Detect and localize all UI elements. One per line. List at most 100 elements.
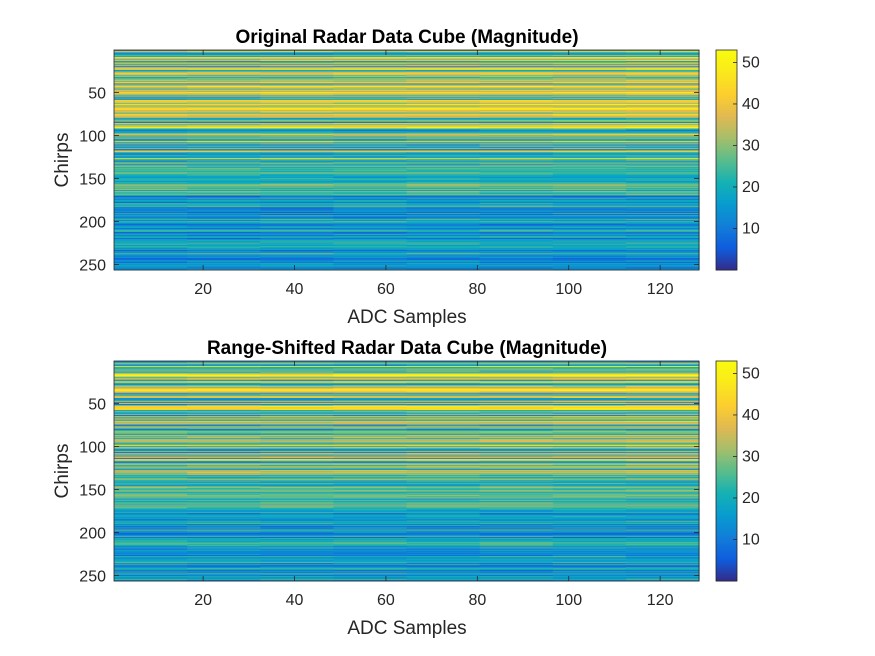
heatmap-cell xyxy=(187,119,261,121)
heatmap-cell xyxy=(260,454,334,456)
heatmap-cell xyxy=(333,402,408,404)
heatmap-cell xyxy=(552,237,627,239)
heatmap-cell xyxy=(260,530,334,532)
heatmap-cell xyxy=(333,166,408,169)
heatmap-cell xyxy=(260,574,334,576)
colorbar-tick-label: 10 xyxy=(742,531,760,548)
colorbar-segment xyxy=(716,361,737,364)
heatmap-cell xyxy=(552,242,627,244)
heatmap-cell xyxy=(333,484,408,487)
colorbar-segment xyxy=(716,367,737,371)
heatmap-cell xyxy=(333,143,408,145)
x-tick-label: 40 xyxy=(286,592,304,609)
colorbar-segment xyxy=(716,402,737,406)
heatmap-cell xyxy=(187,50,261,52)
heatmap-cell xyxy=(406,87,481,90)
heatmap-cell xyxy=(114,559,188,561)
heatmap-cell xyxy=(552,528,627,530)
heatmap-cell xyxy=(552,406,627,408)
heatmap-cell xyxy=(479,235,554,237)
heatmap-cell xyxy=(625,455,700,457)
heatmap-cell xyxy=(187,226,261,228)
heatmap-cell xyxy=(333,262,408,264)
heatmap-cell xyxy=(479,533,554,535)
heatmap-cell xyxy=(406,78,481,80)
heatmap-cell xyxy=(552,544,627,546)
heatmap-cell xyxy=(625,239,700,241)
heatmap-cell xyxy=(479,154,554,157)
heatmap-cell xyxy=(625,97,700,99)
heatmap-cell xyxy=(406,556,481,558)
heatmap-cell xyxy=(187,163,261,165)
heatmap-cell xyxy=(260,56,334,59)
heatmap-cell xyxy=(114,393,188,395)
heatmap-cell xyxy=(187,110,261,112)
heatmap-cell xyxy=(625,194,700,196)
heatmap-cell xyxy=(625,109,700,111)
heatmap-cell xyxy=(114,438,188,440)
heatmap-cell xyxy=(333,153,408,155)
heatmap-cell xyxy=(260,515,334,517)
heatmap-cell xyxy=(333,152,408,154)
heatmap-cell xyxy=(552,417,627,419)
heatmap-cell xyxy=(187,446,261,449)
colorbar-segment xyxy=(716,389,737,393)
heatmap-cell xyxy=(552,160,627,162)
heatmap-cell xyxy=(479,562,554,564)
heatmap-cell xyxy=(479,385,554,387)
heatmap-cell xyxy=(333,135,408,138)
heatmap-cell xyxy=(333,459,408,462)
heatmap-cell xyxy=(187,410,261,413)
heatmap-cell xyxy=(479,184,554,187)
heatmap-cell xyxy=(260,529,334,531)
heatmap-cell xyxy=(406,253,481,255)
heatmap-cell xyxy=(406,363,481,365)
heatmap-cell xyxy=(552,522,627,524)
colorbar-segment xyxy=(716,54,737,58)
heatmap-cell xyxy=(333,132,408,134)
colorbar-segment xyxy=(716,201,737,205)
heatmap-cell xyxy=(114,552,188,554)
heatmap-cell xyxy=(187,127,261,129)
heatmap-cell xyxy=(479,406,554,408)
heatmap-cell xyxy=(260,390,334,392)
heatmap-cell xyxy=(406,106,481,108)
heatmap-cell xyxy=(479,466,554,468)
heatmap-cell xyxy=(187,472,261,474)
colorbar-tick-label: 30 xyxy=(742,137,760,154)
heatmap-cell xyxy=(114,51,188,53)
heatmap-cell xyxy=(552,158,627,160)
heatmap-cell xyxy=(187,136,261,139)
heatmap-cell xyxy=(114,465,188,468)
heatmap-cell xyxy=(625,382,700,384)
heatmap-cell xyxy=(406,367,481,369)
heatmap-cell xyxy=(260,61,334,63)
heatmap-cell xyxy=(333,415,408,417)
heatmap-cell xyxy=(479,120,554,122)
heatmap-cell xyxy=(260,567,334,569)
heatmap-cell xyxy=(625,105,700,107)
colorbar-segment xyxy=(716,85,737,88)
heatmap-cell xyxy=(187,490,261,493)
heatmap-cell xyxy=(625,231,700,233)
heatmap-cell xyxy=(333,88,408,90)
heatmap-cell xyxy=(625,205,700,207)
heatmap-cell xyxy=(333,544,408,546)
heatmap-cell xyxy=(552,175,627,177)
heatmap-cell xyxy=(260,215,334,217)
heatmap-cell xyxy=(333,385,408,387)
heatmap-cell xyxy=(406,451,481,453)
heatmap-cell xyxy=(187,535,261,537)
heatmap-cell xyxy=(552,124,627,127)
heatmap-cell xyxy=(479,453,554,456)
heatmap-cell xyxy=(406,540,481,542)
heatmap-cell xyxy=(625,135,700,138)
heatmap-cell xyxy=(187,520,261,523)
heatmap-cell xyxy=(406,535,481,537)
colorbar-segment xyxy=(716,545,737,549)
heatmap-cell xyxy=(333,101,408,103)
heatmap-cell xyxy=(479,98,554,100)
heatmap-cell xyxy=(114,545,188,548)
heatmap-cell xyxy=(479,553,554,555)
heatmap-cell xyxy=(625,178,700,181)
